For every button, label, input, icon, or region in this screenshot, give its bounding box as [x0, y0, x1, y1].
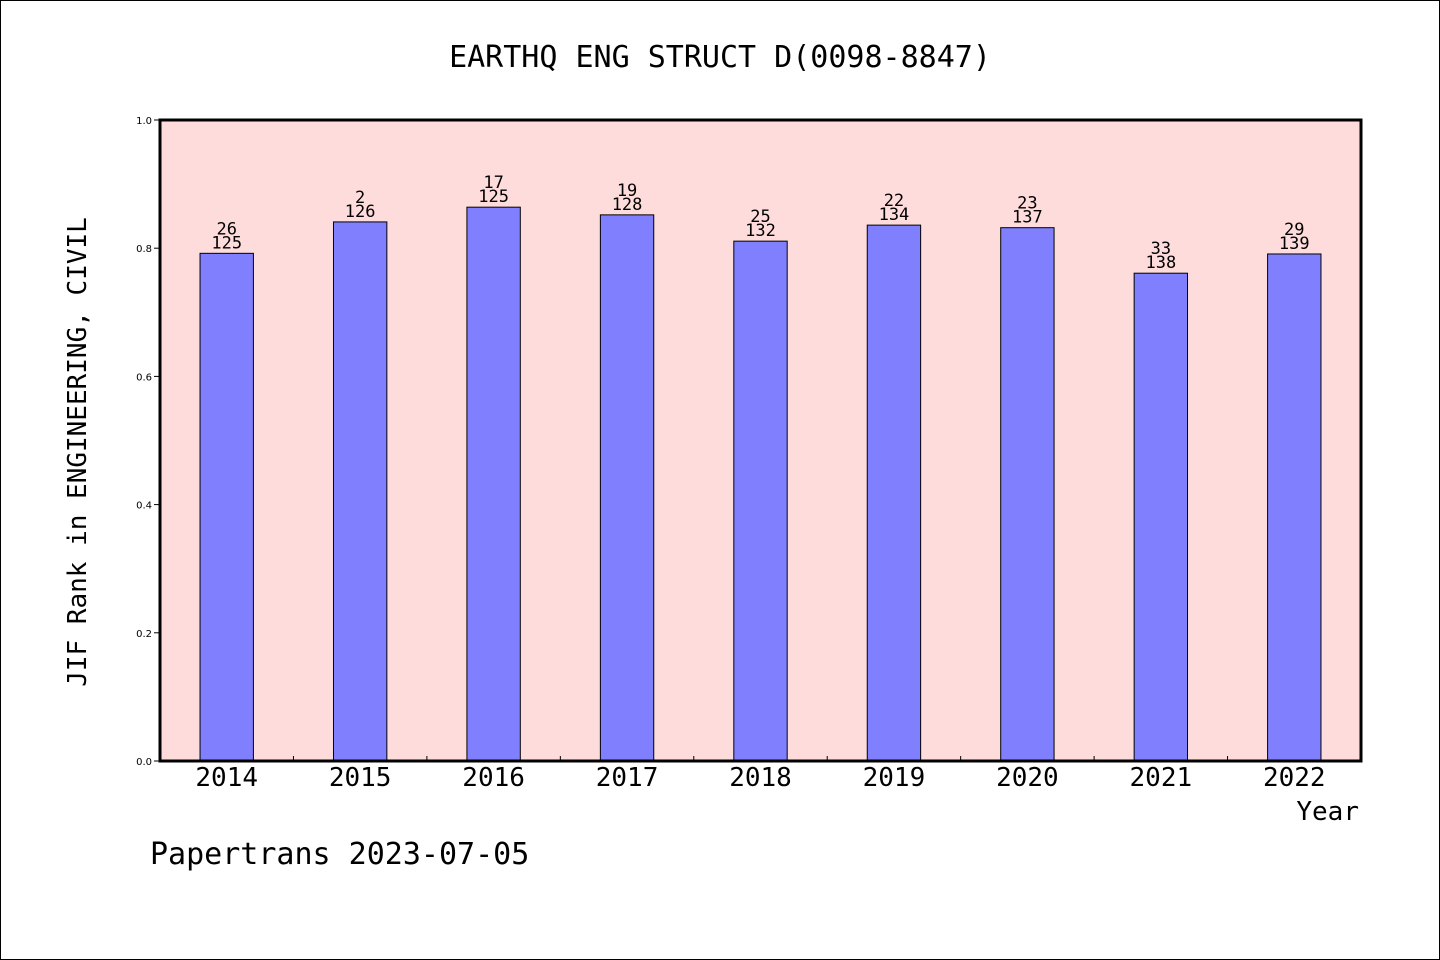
x-tick-label: 2015 — [329, 763, 392, 793]
x-tick-label: 2020 — [996, 763, 1059, 793]
bar-2018 — [733, 240, 788, 762]
bar-2020 — [1000, 227, 1055, 762]
bar-rank-label: 29 — [1284, 220, 1304, 240]
bars-group — [199, 206, 1322, 762]
bar-total-label: 128 — [612, 195, 643, 215]
bar-2021 — [1133, 272, 1189, 762]
bar-2016 — [466, 206, 521, 762]
y-axis: 0.0 0.2 0.4 0.6 0.8 1.0 — [136, 116, 160, 768]
bar-total-label: 126 — [345, 202, 376, 222]
bar-rank-label: 26 — [216, 219, 236, 239]
y-tick-label: 0.4 — [136, 501, 152, 512]
bar-total-label: 132 — [745, 221, 776, 241]
y-axis-label: JIF Rank in ENGINEERING, CIVIL — [63, 217, 93, 687]
bar-2017 — [599, 214, 655, 762]
bar-rank-label: 33 — [1151, 239, 1171, 259]
y-tick-label: 0.2 — [136, 629, 152, 640]
plot-border — [158, 118, 1363, 763]
bar-rank-label: 22 — [884, 191, 904, 211]
x-tick-label: 2016 — [462, 763, 525, 793]
bar-total-label: 134 — [879, 205, 910, 225]
y-tick-label: 1.0 — [136, 116, 152, 127]
bar-total-label: 137 — [1012, 208, 1043, 228]
bar-total-label: 125 — [211, 233, 242, 253]
x-tick-label: 2017 — [596, 763, 659, 793]
bar-total-label: 138 — [1145, 253, 1176, 273]
bar-2014 — [199, 252, 254, 762]
x-tick-label: 2021 — [1130, 763, 1193, 793]
y-tick-label: 0.0 — [136, 757, 152, 768]
bar-2015 — [332, 221, 388, 762]
bar-total-label: 139 — [1279, 234, 1310, 254]
footer-credit: Papertrans 2023-07-05 — [150, 837, 529, 872]
bar-2022 — [1267, 253, 1322, 762]
x-tick-label: 2014 — [195, 763, 258, 793]
x-tick-label: 2022 — [1263, 763, 1326, 793]
x-axis-label: Year — [1296, 797, 1359, 827]
bar-total-label: 125 — [478, 187, 509, 207]
y-tick-label: 0.6 — [136, 372, 152, 383]
bar-rank-label: 23 — [1017, 194, 1037, 214]
x-axis: 2014 2015 2016 2017 2018 2019 2020 2021 2022 — [195, 756, 1326, 793]
x-tick-label: 2019 — [863, 763, 926, 793]
x-tick-label: 2018 — [729, 763, 792, 793]
bar-rank-label: 2 — [355, 188, 365, 208]
bar-rank-label: 19 — [617, 181, 637, 201]
bar-rank-label: 17 — [483, 173, 503, 193]
bar-rank-label: 25 — [750, 207, 770, 227]
bar-2019 — [866, 224, 922, 762]
chart-title: EARTHQ ENG STRUCT D(0098-8847) — [449, 40, 991, 75]
y-tick-label: 0.8 — [136, 244, 152, 255]
